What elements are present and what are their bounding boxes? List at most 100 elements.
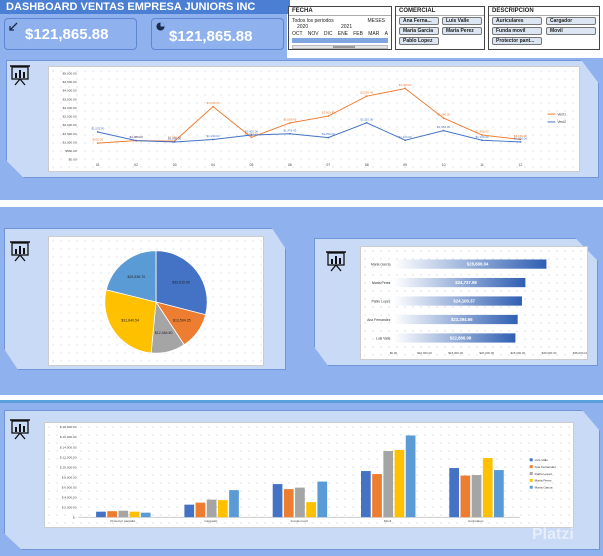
legend-swatch <box>529 458 533 462</box>
descripcion-slicer[interactable]: DESCRIPCION Auriculares Cargador Funda m… <box>488 6 600 50</box>
fecha-year-2021: 2021 <box>341 24 353 30</box>
column-bar <box>107 511 117 518</box>
column-bar <box>140 512 151 518</box>
data-label: $1,080.00 <box>130 135 143 139</box>
comercial-item[interactable]: Pablo Lopez <box>399 37 439 45</box>
kpi-card-2: $121,865.88 <box>151 18 284 50</box>
bar-data-label: $24,737.98 <box>455 280 477 285</box>
column-bar <box>195 502 206 518</box>
fecha-month[interactable]: NOV <box>307 31 319 37</box>
x-tick-label: 01 <box>96 163 100 167</box>
data-label: $1,150.00 <box>514 134 527 138</box>
fecha-slicer-title: FECHA <box>289 7 391 16</box>
x-tick-label: 08 <box>365 163 369 167</box>
comercial-item[interactable]: Maria Garcia <box>399 27 439 35</box>
descripcion-item[interactable]: Auriculares <box>492 17 542 25</box>
legend-swatch <box>529 478 533 482</box>
fecha-timeline-bar[interactable] <box>292 38 388 43</box>
pie-data-label: $31,640.54 <box>121 319 139 323</box>
line-point <box>135 139 138 142</box>
bar-data-label: $23,294.65 <box>451 317 473 322</box>
line-point <box>96 131 99 133</box>
monthly-sales-line-chart: $5,000.00 $4,500.00 $4,000.00 $3,500.00 $3,0… <box>48 66 580 172</box>
line-point <box>96 142 99 145</box>
comercial-item[interactable]: Ana Ferna... <box>399 17 439 25</box>
seller-bar <box>393 314 518 325</box>
fecha-subtitle: Todos los periodos <box>292 18 334 24</box>
line-point <box>288 132 291 135</box>
data-label: $3,650.45 <box>360 91 373 95</box>
presentation-board-icon <box>10 419 30 440</box>
x-tick-label: 07 <box>326 163 330 167</box>
y-tick-label: $3,000.00 <box>63 106 77 110</box>
line-point <box>365 95 368 98</box>
data-label: $1,100.00 <box>475 135 488 139</box>
x-tick-label: $20,000.00 <box>479 351 494 355</box>
descripcion-item[interactable]: Funda movil <box>492 27 542 35</box>
y-tick-label: $ 12,000.00 <box>60 455 77 459</box>
x-tick-label: 09 <box>403 163 407 167</box>
x-tick-label: 03 <box>173 163 177 167</box>
category-label: Maria Perez <box>372 281 391 285</box>
comercial-item[interactable]: Maria Perez <box>442 27 482 35</box>
column-bar <box>118 510 129 518</box>
column-bar <box>405 435 416 518</box>
data-label: $2,099.65 <box>283 118 296 122</box>
comercial-slicer[interactable]: COMERCIAL Ana Ferna... Luis Valle Maria … <box>395 6 485 50</box>
descripcion-item[interactable]: Protector pant... <box>492 37 542 45</box>
category-label: Cargador <box>204 519 217 523</box>
category-label: Pablo Lopez <box>371 299 390 303</box>
data-label: $1,575.00 <box>91 127 104 131</box>
presentation-board-icon <box>10 65 30 86</box>
pie-slice <box>155 250 208 316</box>
data-label: $1,476.45 <box>283 128 296 132</box>
y-tick-label: $1,000.00 <box>63 140 77 144</box>
comercial-item[interactable]: Luis Valle <box>442 17 482 25</box>
column-bar <box>283 489 294 518</box>
fecha-month[interactable]: DIC <box>323 31 333 37</box>
y-tick-label: $0.00 <box>69 158 77 162</box>
fecha-slicer[interactable]: FECHA Todos los periodos MESES 2020 2021… <box>288 6 392 50</box>
descripcion-slicer-title: DESCRIPCION <box>489 7 599 16</box>
line-point <box>250 136 253 139</box>
data-label: $1,654.00 <box>437 125 450 129</box>
descripcion-item[interactable]: Cargador <box>546 17 596 25</box>
pie-data-label: $13,594.25 <box>173 319 191 323</box>
column-bar <box>449 468 460 518</box>
fecha-month[interactable]: A <box>384 31 388 37</box>
y-tick-label: $1,500.00 <box>63 132 77 136</box>
platzi-watermark: Platzi <box>532 526 574 543</box>
category-label: Luis Valle <box>376 336 391 340</box>
y-tick-label: $ 6,000.00 <box>62 485 77 489</box>
x-tick-label: 12 <box>519 163 523 167</box>
data-label: $1,267.15 <box>245 132 258 136</box>
x-tick-label: $30,000.00 <box>542 351 557 355</box>
line-point <box>250 134 253 136</box>
presentation-board-icon <box>326 251 346 272</box>
pie-data-label: $24,535.70 <box>128 275 146 279</box>
fecha-unit-dropdown[interactable]: MESES <box>367 18 385 24</box>
column-bar <box>494 470 504 518</box>
data-label: $2,110.00 <box>360 117 373 121</box>
column-bar <box>129 511 140 518</box>
x-tick-label: $0.00 <box>390 351 398 355</box>
column-bar <box>460 475 471 518</box>
category-label: Protector pantalla <box>110 519 135 523</box>
line-point <box>212 138 214 141</box>
arrow-down-left-icon <box>9 22 18 31</box>
legend-label: Maria Perez <box>535 479 552 483</box>
fecha-month[interactable]: FEB <box>353 31 363 37</box>
y-tick-label: $ - <box>73 515 77 519</box>
data-label: $3,045.00 <box>206 101 219 105</box>
fecha-month[interactable]: ENE <box>337 31 349 37</box>
category-label: Maria Garcia <box>371 262 391 266</box>
y-tick-label: $ 16,000.00 <box>60 435 77 439</box>
legend-swatch <box>529 472 533 475</box>
descripcion-item[interactable]: Movil <box>546 27 596 35</box>
column-bar <box>229 490 239 518</box>
fecha-month[interactable]: OCT <box>292 31 303 37</box>
fecha-month[interactable]: MAR <box>368 31 380 37</box>
fecha-scrollbar[interactable] <box>292 45 388 49</box>
line-point <box>404 139 407 142</box>
y-tick-label: $ 2,000.00 <box>62 505 77 509</box>
